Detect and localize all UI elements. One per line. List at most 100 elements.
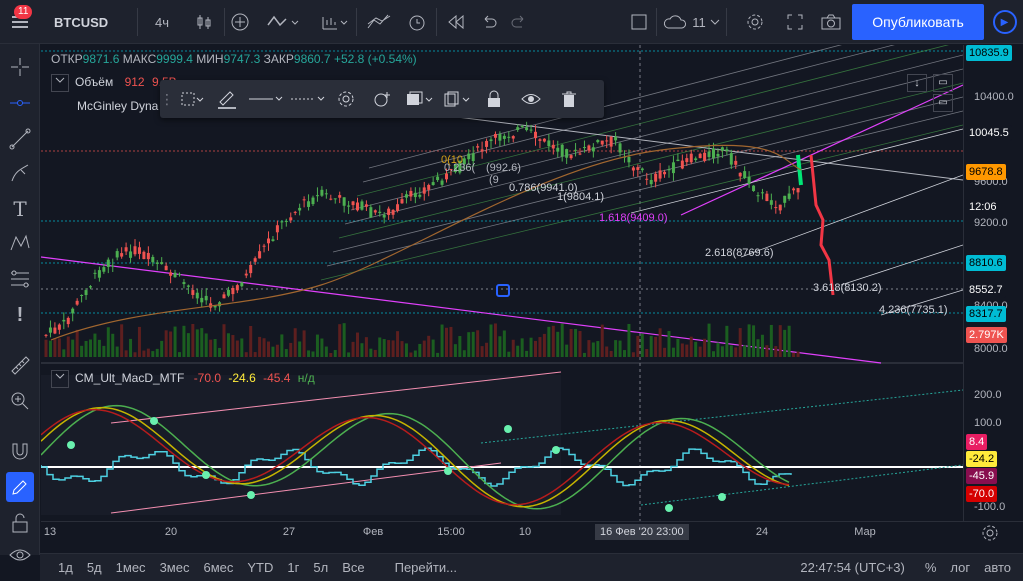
restore-pane-button[interactable]: ▭ — [933, 94, 953, 112]
menu-button[interactable]: 11 — [0, 0, 40, 44]
interval-selector[interactable]: 4ч — [154, 14, 169, 30]
pattern-tool[interactable] — [0, 228, 40, 258]
fib-extension-line — [740, 174, 963, 258]
chart-type-button[interactable] — [186, 0, 222, 44]
ruler-tool[interactable] — [0, 350, 40, 380]
auto-toggle[interactable]: авто — [984, 560, 1011, 575]
volume-bar — [44, 339, 48, 357]
settings-button[interactable] — [738, 0, 772, 44]
range-all[interactable]: Все — [342, 560, 365, 575]
cloud-save-button[interactable]: 11 — [660, 0, 722, 44]
drawing-properties-toolbar: ⋮ — [160, 80, 604, 118]
indicators-button[interactable] — [258, 0, 308, 44]
alert-button[interactable] — [400, 0, 434, 44]
visual-order-button[interactable] — [400, 80, 438, 118]
line-color-button[interactable] — [210, 80, 244, 118]
candle-body — [347, 205, 351, 207]
zoom-tool[interactable] — [0, 386, 40, 416]
high-label: МАКС — [122, 52, 157, 66]
alarm-clock-icon — [409, 15, 425, 31]
crosshair-tool[interactable] — [0, 52, 40, 82]
range-3m[interactable]: 3мес — [159, 560, 190, 575]
candle-body — [360, 201, 364, 210]
settings-button[interactable] — [328, 80, 364, 118]
visibility-tool[interactable] — [0, 540, 40, 570]
volume-bar — [48, 340, 52, 357]
fullscreen-button[interactable] — [778, 0, 812, 44]
line-style-button[interactable] — [244, 80, 286, 118]
layout-button[interactable] — [624, 0, 654, 44]
lock-tool[interactable] — [0, 508, 40, 538]
collapse-macd-button[interactable] — [51, 370, 69, 388]
candle-body — [315, 195, 319, 197]
divider — [356, 8, 357, 36]
redo-button[interactable] — [504, 0, 534, 44]
candle-body — [120, 253, 124, 257]
candle-body — [115, 251, 119, 258]
open-label: ОТКР — [51, 52, 83, 66]
volume-bar — [778, 325, 782, 357]
candle-body — [756, 195, 760, 197]
replay-button[interactable] — [440, 0, 472, 44]
publish-button[interactable]: Опубликовать — [852, 4, 984, 40]
snapshot-button[interactable] — [814, 0, 848, 44]
strategy-button[interactable] — [360, 0, 398, 44]
fib-level-label: 0.786(9941.0) — [509, 182, 578, 194]
range-5y[interactable]: 5л — [313, 560, 329, 575]
price-chart[interactable]: 0(100.236((992.6)(9 0.786(9941.0)1(9804.1… — [41, 45, 963, 521]
template-button[interactable] — [174, 80, 210, 118]
trend-line-tool[interactable] — [0, 124, 40, 154]
candle-body — [680, 160, 684, 169]
stay-in-drawing-mode-tool[interactable] — [6, 472, 34, 502]
clock[interactable]: 22:47:54 (UTC+3) — [800, 560, 905, 575]
symbol-search[interactable]: BTCUSD — [54, 14, 109, 30]
chart-settings-button[interactable] — [981, 524, 999, 545]
selection-marker[interactable] — [496, 284, 510, 297]
maximize-pane-button[interactable]: ▭ — [933, 74, 953, 92]
annotation-tool[interactable]: ! — [0, 300, 40, 330]
time-scale[interactable]: 13 20 27 Фев 15:00 10 24 Мар 16 Фев '20 … — [41, 521, 1023, 543]
divider — [224, 8, 225, 36]
scroll-down-button[interactable]: ↓ — [907, 74, 927, 92]
lock-button[interactable] — [476, 80, 512, 118]
hide-button[interactable] — [512, 80, 550, 118]
clone-button[interactable] — [438, 80, 476, 118]
alert-button[interactable] — [364, 80, 400, 118]
undo-button[interactable] — [474, 0, 504, 44]
cloud-count: 11 — [692, 14, 706, 30]
volume-bar — [663, 347, 667, 357]
chart-pane[interactable]: 0(10 0.236((992.6) (9 0.786(9941.0) 1(9804.1… — [41, 45, 963, 521]
magnet-tool[interactable] — [0, 436, 40, 466]
range-ytd[interactable]: YTD — [247, 560, 274, 575]
goto-button[interactable]: Перейти... — [394, 560, 457, 575]
volume-bar — [654, 336, 658, 357]
fib-tool[interactable] — [0, 264, 40, 294]
range-6m[interactable]: 6мес — [203, 560, 234, 575]
fib-level-label: 0.236( — [444, 162, 476, 174]
compare-button[interactable] — [226, 0, 254, 44]
candle-body — [338, 195, 342, 198]
candle-body — [93, 272, 97, 274]
percent-toggle[interactable]: % — [924, 560, 937, 575]
candle-body — [560, 144, 564, 157]
candle-body — [244, 273, 248, 276]
brush-tool[interactable] — [0, 158, 40, 188]
text-tool[interactable]: T — [0, 194, 40, 224]
change-value: +52.8 (+0.54%) — [333, 52, 417, 66]
collapse-legend-button[interactable] — [51, 74, 69, 92]
macd-line — [41, 404, 790, 510]
candle-body — [284, 220, 288, 222]
horizontal-line-tool[interactable] — [0, 88, 40, 118]
range-1m[interactable]: 1мес — [115, 560, 146, 575]
range-1y[interactable]: 1г — [287, 560, 300, 575]
templates-button[interactable] — [314, 0, 354, 44]
delete-button[interactable] — [550, 80, 588, 118]
price-scale[interactable]: 10400.0 9600.0 9200.0 8400.0 8000.0 1083… — [963, 45, 1023, 521]
chevron-down-icon — [55, 373, 65, 379]
line-width-button[interactable] — [286, 80, 328, 118]
range-5d[interactable]: 5д — [86, 560, 102, 575]
range-1d[interactable]: 1д — [58, 560, 73, 575]
drag-handle-icon[interactable]: ⋮ — [160, 90, 174, 107]
log-toggle[interactable]: лог — [950, 560, 971, 575]
play-button[interactable]: ▶ — [986, 0, 1023, 44]
